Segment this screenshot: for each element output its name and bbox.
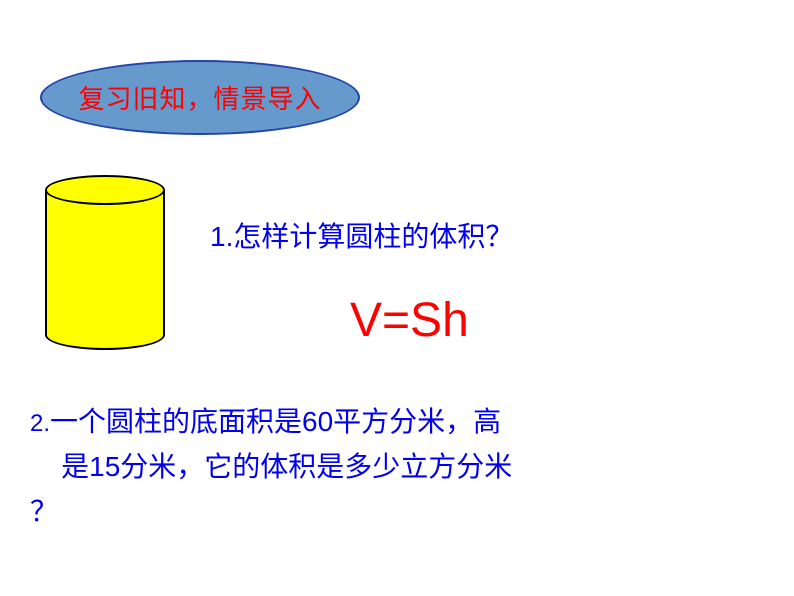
question-2-number: 2. bbox=[30, 410, 50, 437]
cylinder-top bbox=[45, 175, 165, 205]
question-2-line2: 是15分米，它的体积是多少立方分米 bbox=[61, 451, 512, 482]
question-2-line1: 一个圆柱的底面积是60平方分米，高 bbox=[50, 406, 501, 437]
cylinder-body bbox=[45, 190, 165, 335]
question-2-line3: ？ bbox=[30, 496, 58, 527]
question-1-number: 1. bbox=[210, 221, 233, 252]
title-ellipse: 复习旧知，情景导入 bbox=[40, 60, 360, 135]
question-1-text: 怎样计算圆柱的体积？ bbox=[233, 221, 513, 252]
question-2: 2.一个圆柱的底面积是60平方分米，高 是15分米，它的体积是多少立方分米 ？ bbox=[30, 400, 680, 534]
volume-formula: V=Sh bbox=[350, 293, 469, 348]
question-1: 1.怎样计算圆柱的体积？ bbox=[210, 215, 513, 255]
cylinder-shape bbox=[45, 175, 165, 350]
cylinder-bottom-mask bbox=[47, 320, 163, 335]
title-text: 复习旧知，情景导入 bbox=[78, 79, 321, 116]
